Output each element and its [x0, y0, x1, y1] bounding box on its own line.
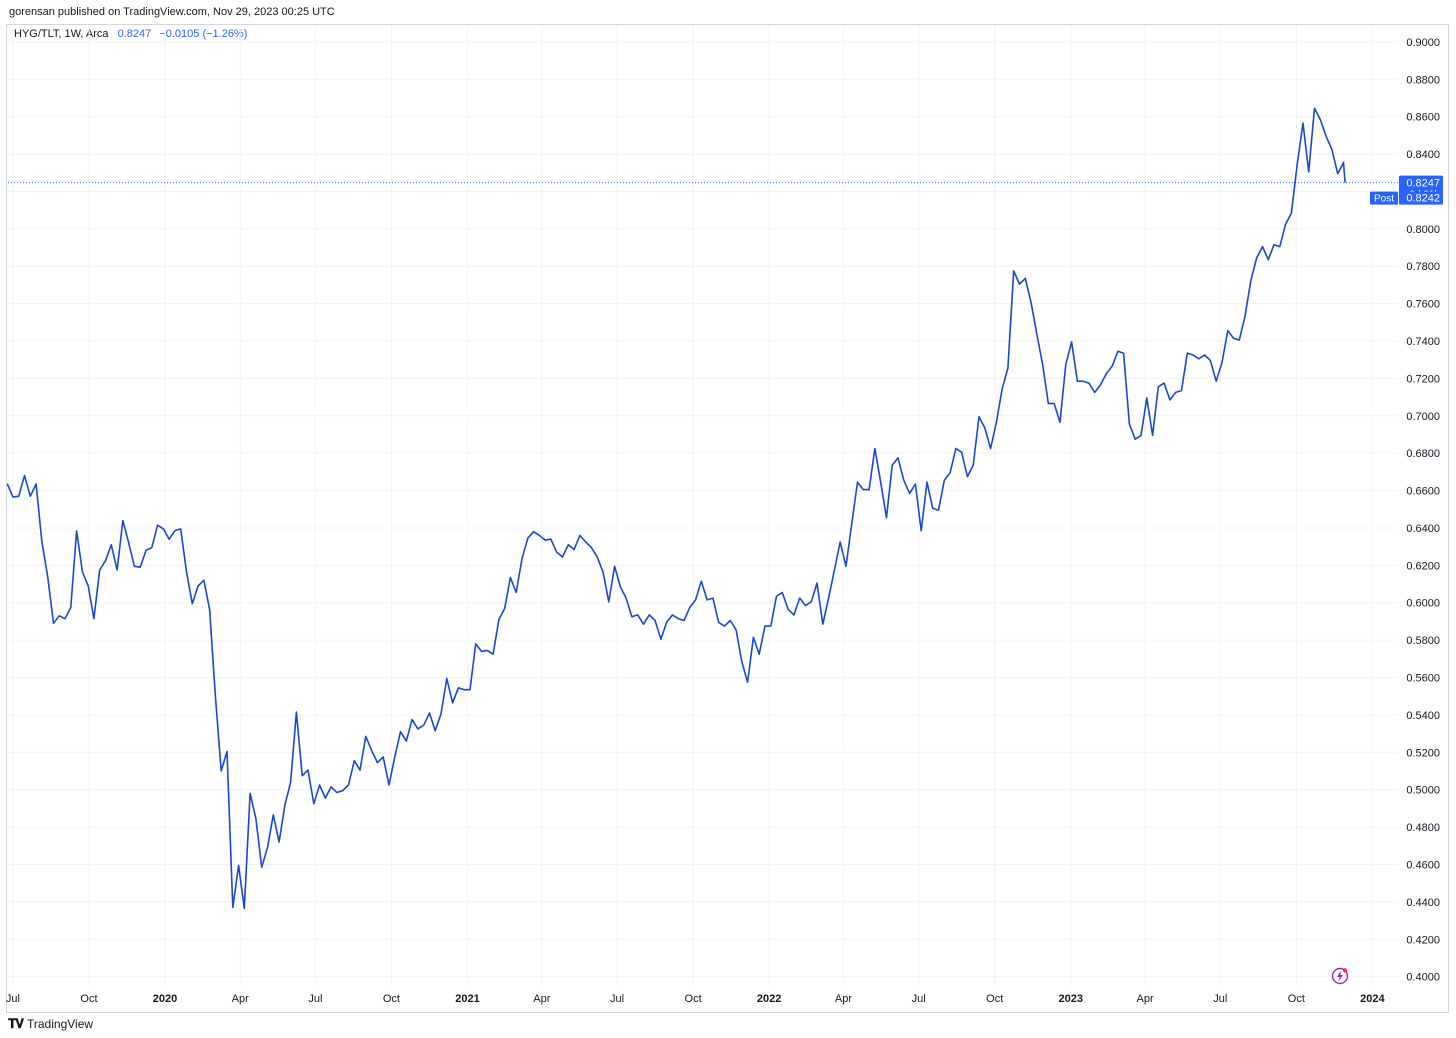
y-tick-label: 0.4800 — [1406, 822, 1440, 834]
x-tick-label: Oct — [1288, 993, 1305, 1005]
tradingview-logo-icon: 𝐓𝐕 — [8, 1016, 24, 1031]
y-tick-label: 0.8400 — [1406, 149, 1440, 161]
post-tag — [1370, 191, 1398, 205]
y-tick-label: 0.5400 — [1406, 710, 1440, 722]
footer-brand-label[interactable]: TradingView — [27, 1017, 94, 1031]
x-tick-label: Oct — [383, 993, 400, 1005]
x-tick-label: 2020 — [153, 993, 177, 1005]
y-tick-label: 0.6600 — [1406, 486, 1440, 498]
x-tick-label: 2023 — [1059, 993, 1083, 1005]
legend-change: −0.0105 (−1.26%) — [159, 28, 248, 40]
x-tick-label: Jul — [1213, 993, 1227, 1005]
y-tick-label: 0.6400 — [1406, 523, 1440, 535]
x-tick-label: Jul — [6, 993, 20, 1005]
x-tick-label: Oct — [80, 993, 97, 1005]
y-tick-label: 0.9000 — [1406, 37, 1440, 49]
legend-symbol[interactable]: HYG/TLT, 1W, Arca — [14, 28, 109, 40]
x-tick-label: 2024 — [1360, 993, 1385, 1005]
post-value-tag — [1399, 191, 1443, 205]
x-tick-label: Oct — [685, 993, 702, 1005]
series-line-hyg-tlt — [6, 107, 1346, 910]
y-tick-label: 0.7800 — [1406, 261, 1440, 273]
y-tick-label: 0.5800 — [1406, 635, 1440, 647]
y-tick-label: 0.8600 — [1406, 112, 1440, 124]
y-tick-label: 0.5200 — [1406, 747, 1440, 759]
y-tick-label: 0.5600 — [1406, 673, 1440, 685]
x-tick-label: Apr — [232, 993, 249, 1005]
y-tick-label: 0.4200 — [1406, 934, 1440, 946]
x-tick-label: Apr — [1137, 993, 1154, 1005]
post-tag-label: Post — [1374, 194, 1394, 205]
y-tick-label: 0.5000 — [1406, 785, 1440, 797]
y-tick-label: 0.8000 — [1406, 224, 1440, 236]
chart-frame[interactable] — [6, 24, 1449, 1013]
footer-brand: 𝐓𝐕 TradingView — [8, 1016, 93, 1032]
y-tick-label: 0.4600 — [1406, 859, 1440, 871]
publisher-credit: gorensan published on TradingView.com, N… — [9, 6, 335, 18]
post-value: 0.8242 — [1406, 193, 1440, 205]
symbol-legend: HYG/TLT, 1W, Arca 0.8247 −0.0105 (−1.26%… — [14, 28, 247, 40]
y-tick-label: 0.7200 — [1406, 373, 1440, 385]
x-tick-label: Jul — [308, 993, 322, 1005]
y-tick-label: 0.7600 — [1406, 299, 1440, 311]
lightning-icon[interactable] — [1331, 967, 1349, 985]
last-price-value: 0.8247 — [1406, 178, 1440, 190]
x-tick-label: Oct — [986, 993, 1003, 1005]
x-tick-label: Jul — [610, 993, 624, 1005]
x-tick-label: 2021 — [455, 993, 479, 1005]
y-tick-label: 0.4000 — [1406, 972, 1440, 984]
x-tick-label: 2022 — [757, 993, 781, 1005]
x-tick-label: Apr — [835, 993, 852, 1005]
y-tick-label: 0.7400 — [1406, 336, 1440, 348]
y-tick-label: 0.4400 — [1406, 897, 1440, 909]
x-tick-label: Apr — [533, 993, 550, 1005]
legend-last-value: 0.8247 — [117, 28, 152, 40]
y-tick-label: 0.6800 — [1406, 448, 1440, 460]
y-tick-label: 0.8800 — [1406, 74, 1440, 86]
x-tick-label: Jul — [912, 993, 926, 1005]
y-tick-label: 0.7000 — [1406, 411, 1440, 423]
y-tick-label: 0.6000 — [1406, 598, 1440, 610]
y-tick-label: 0.6200 — [1406, 560, 1440, 572]
